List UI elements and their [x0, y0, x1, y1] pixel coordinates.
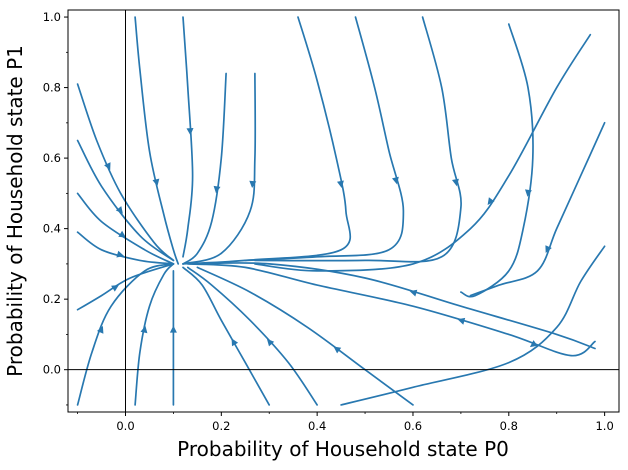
x-tick-label: 0.6 [404, 419, 422, 433]
streamline-18 [191, 261, 596, 350]
streamline-9 [76, 263, 175, 406]
streamline-13 [254, 33, 592, 272]
streamline-arrow-14 [525, 189, 532, 197]
streamline-4 [76, 83, 175, 262]
streamline-arrow-21 [169, 325, 177, 333]
streamline-2 [182, 72, 227, 265]
y-tick-label: 0.6 [43, 151, 61, 165]
streamline-arrow-0 [152, 178, 160, 187]
streamline-arrow-10 [337, 180, 344, 188]
streamline-3 [182, 72, 257, 265]
streamline-arrow-23 [333, 346, 342, 354]
streamline-arrow-22 [266, 338, 275, 347]
streamline-layer [76, 16, 606, 406]
streamline-arrow-7 [116, 250, 125, 258]
streamline-arrow-6 [118, 230, 126, 238]
streamline-arrow-20 [140, 325, 148, 334]
streamline-arrow-15 [545, 245, 552, 253]
streamline-arrow-18 [409, 289, 418, 297]
axis-ticks: 0.0 0.2 0.4 0.6 0.8 1.0 0.0 0.2 0.4 0.6 0.8 1.0 [43, 10, 614, 433]
streamline-1 [182, 16, 194, 258]
streamline-0 [134, 16, 180, 265]
streamline-19 [182, 266, 271, 406]
streamline-16 [340, 245, 606, 406]
streamline-arrow-3 [249, 180, 257, 188]
streamline-arrow-17 [457, 317, 466, 325]
x-axis-label: Probability of Household state P0 [177, 437, 509, 461]
y-tick-label: 0.2 [43, 292, 61, 306]
streamline-arrow-11 [392, 176, 399, 185]
streamline-arrow-13 [487, 197, 495, 205]
streamline-arrow-12 [452, 178, 459, 187]
streamline-arrow-5 [115, 206, 123, 214]
streamline-14 [460, 23, 534, 298]
streamline-arrow-8 [111, 285, 119, 292]
streamline-arrow-9 [97, 325, 104, 334]
plot-frame [67, 9, 620, 413]
y-tick-label: 0.8 [43, 81, 61, 95]
y-tick-label: 0.4 [43, 222, 61, 236]
y-axis-label: Probability of Household state P1 [3, 45, 27, 377]
reference-lines [68, 10, 619, 412]
streamline-15 [469, 121, 606, 297]
streamline-23 [196, 266, 414, 406]
x-tick-label: 0.2 [212, 419, 230, 433]
streamline-arrow-4 [104, 162, 111, 171]
x-tick-label: 1.0 [595, 419, 613, 433]
streamline-arrow-19 [231, 338, 239, 347]
streamline-11 [244, 16, 405, 262]
streamline-arrow-2 [213, 185, 221, 194]
streamline-10 [182, 16, 352, 265]
y-tick-label: 1.0 [43, 10, 61, 24]
streamline-22 [186, 266, 318, 406]
x-tick-label: 0.0 [116, 419, 134, 433]
streamline-arrow-1 [186, 128, 194, 136]
y-tick-label: 0.0 [43, 363, 61, 377]
x-tick-label: 0.4 [308, 419, 326, 433]
streamline-12 [254, 16, 462, 263]
streamline-20 [134, 263, 175, 406]
x-tick-label: 0.8 [500, 419, 518, 433]
streamline-17 [186, 263, 596, 357]
